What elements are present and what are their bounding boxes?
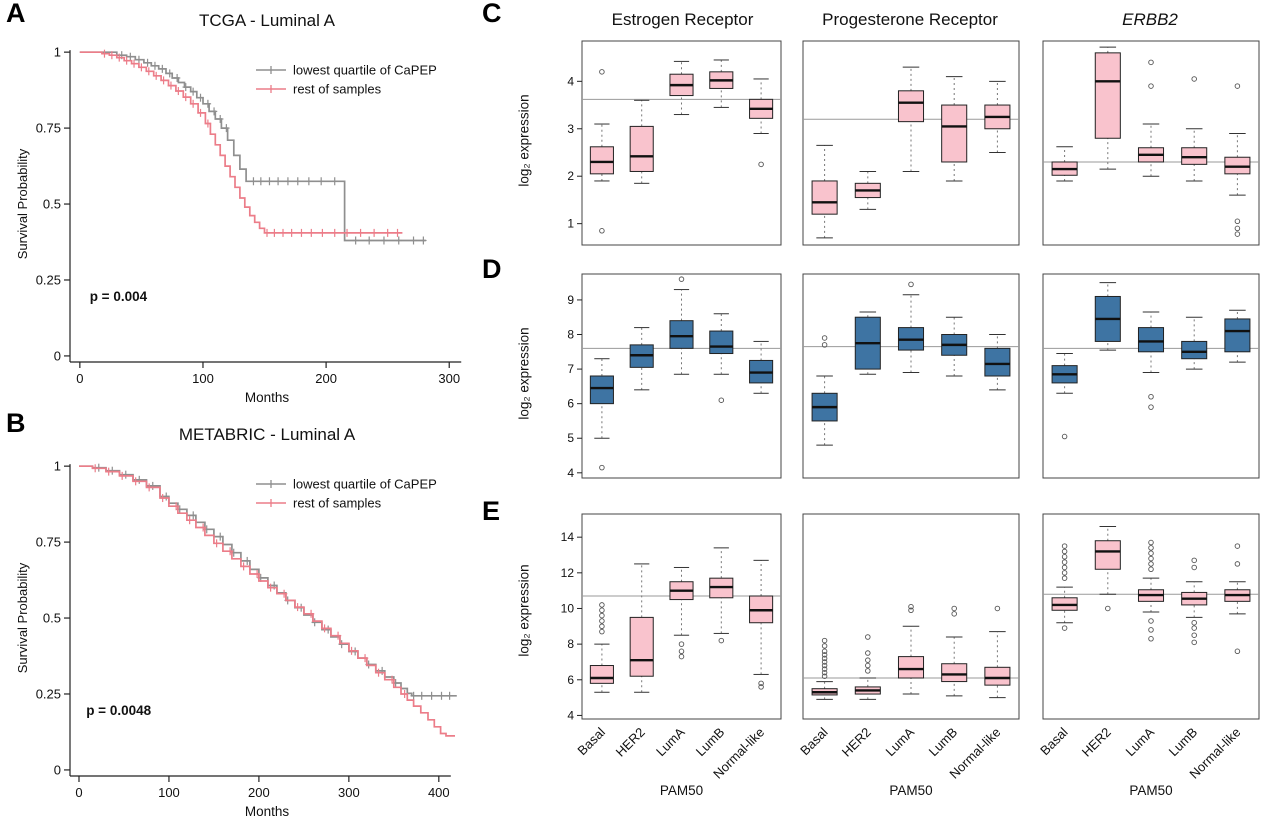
svg-text:rest of samples: rest of samples [293,496,382,511]
y-axis-label-row-e: log₂ expression [516,564,532,657]
column-title-progesterone-receptor: Progesterone Receptor [822,10,998,29]
svg-text:Basal: Basal [797,724,831,758]
svg-text:HER2: HER2 [1079,725,1114,760]
svg-text:LumA: LumA [1122,724,1157,759]
svg-text:HER2: HER2 [613,725,648,760]
svg-text:0.25: 0.25 [36,686,61,701]
svg-text:Survival Probability: Survival Probability [15,148,30,259]
svg-text:p = 0.0048: p = 0.0048 [86,703,151,718]
svg-text:0.25: 0.25 [36,272,61,287]
svg-text:8: 8 [567,328,574,342]
svg-text:rest of samples: rest of samples [293,82,382,97]
boxplot-d-progesterone-receptor [802,273,1020,479]
svg-text:Survival Probability: Survival Probability [15,562,30,673]
svg-text:4: 4 [567,466,574,480]
svg-text:LumB: LumB [693,725,728,760]
svg-text:lowest quartile of CaPEP: lowest quartile of CaPEP [293,477,437,492]
svg-text:Basal: Basal [574,724,608,758]
svg-text:4: 4 [567,708,574,722]
svg-text:3: 3 [567,122,574,136]
panel-label-d: D [482,254,502,284]
svg-text:lowest quartile of CaPEP: lowest quartile of CaPEP [293,63,437,78]
km-plot-tcga-luminal-a: TCGA - Luminal A 0 0.25 0.5 0.75 1 0 100 200 300 M… [15,11,462,405]
svg-text:LumB: LumB [1166,725,1201,760]
svg-text:PAM50: PAM50 [1129,783,1172,798]
svg-text:TCGA - Luminal A: TCGA - Luminal A [199,11,336,30]
boxplot-d-erbb2 [1042,273,1260,479]
svg-text:1: 1 [54,459,61,474]
panel-label-a: A [6,0,26,28]
y-axis-label-row-c: log₂ expression [516,94,532,187]
boxplot-c-erbb2 [1042,40,1260,246]
svg-text:LumA: LumA [882,724,917,759]
svg-text:9: 9 [567,293,574,307]
svg-text:METABRIC - Luminal A: METABRIC - Luminal A [179,425,356,444]
svg-text:12: 12 [561,566,575,580]
svg-text:6: 6 [567,397,574,411]
svg-text:200: 200 [315,371,337,386]
boxplot-c-estrogen-receptor: 1 2 3 4 [567,40,782,246]
svg-text:300: 300 [338,785,360,800]
boxplot-d-estrogen-receptor: 4 5 6 7 8 9 [567,273,782,480]
column-title-estrogen-receptor: Estrogen Receptor [611,10,754,29]
svg-text:0: 0 [54,762,61,777]
svg-text:0: 0 [75,785,82,800]
svg-text:0: 0 [76,371,83,386]
svg-text:Months: Months [245,390,290,405]
svg-text:6: 6 [567,673,574,687]
svg-text:1: 1 [54,45,61,60]
svg-text:300: 300 [438,371,460,386]
svg-text:LumB: LumB [926,725,961,760]
svg-text:0.75: 0.75 [36,535,61,550]
y-axis-label-row-d: log₂ expression [516,327,532,420]
svg-text:14: 14 [561,530,575,544]
km-plot-metabric-luminal-a: METABRIC - Luminal A 0 0.25 0.5 0.75 1 0 100 200… [15,425,457,819]
svg-text:0.5: 0.5 [43,611,61,626]
svg-text:PAM50: PAM50 [660,783,703,798]
svg-text:PAM50: PAM50 [889,783,932,798]
svg-text:2: 2 [567,169,574,183]
svg-text:10: 10 [561,601,575,615]
svg-text:Basal: Basal [1037,724,1071,758]
svg-text:400: 400 [428,785,450,800]
svg-text:5: 5 [567,431,574,445]
svg-text:0: 0 [54,348,61,363]
svg-text:0.75: 0.75 [36,121,61,136]
svg-text:4: 4 [567,74,574,88]
svg-text:8: 8 [567,637,574,651]
svg-text:7: 7 [567,362,574,376]
svg-text:p = 0.004: p = 0.004 [90,289,148,304]
svg-text:HER2: HER2 [839,725,874,760]
svg-text:Months: Months [245,804,290,819]
svg-text:0.5: 0.5 [43,197,61,212]
column-title-erbb2: ERBB2 [1122,10,1178,29]
boxplot-c-progesterone-receptor [802,40,1020,246]
svg-text:1: 1 [567,217,574,231]
svg-text:100: 100 [192,371,214,386]
panel-label-c: C [482,0,502,28]
panel-label-e: E [482,496,501,526]
panel-label-b: B [6,408,26,438]
svg-text:200: 200 [248,785,270,800]
svg-text:LumA: LumA [653,724,688,759]
svg-text:100: 100 [158,785,180,800]
